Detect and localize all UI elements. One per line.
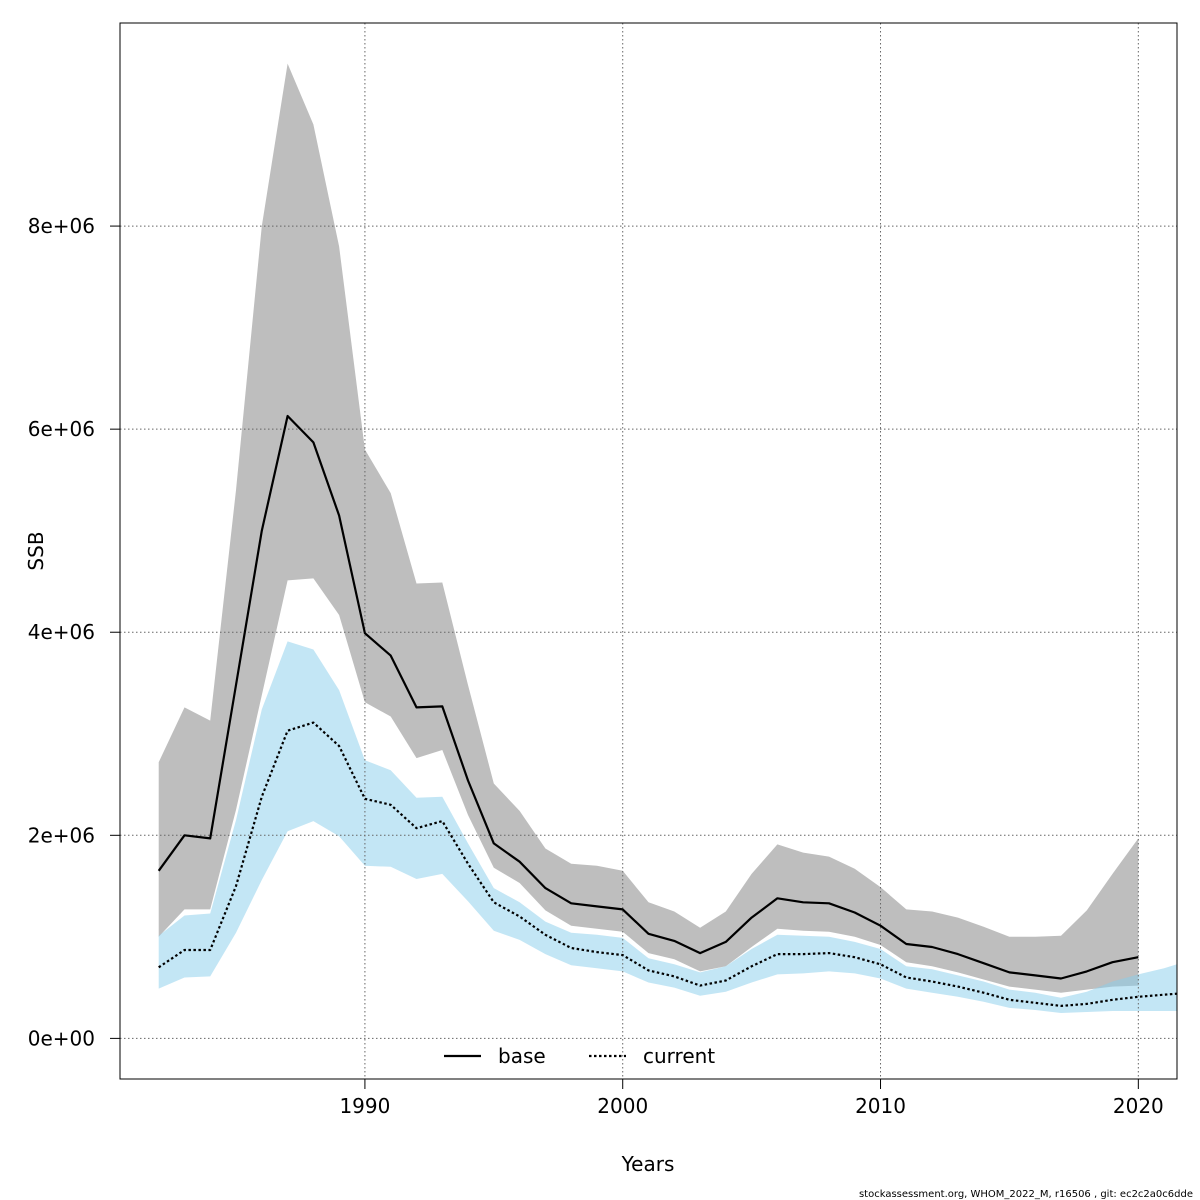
grid-lines xyxy=(120,23,1177,1079)
line-base xyxy=(157,414,1139,980)
y-tick-label: 0e+00 xyxy=(28,1026,95,1050)
y-tick-label: 8e+06 xyxy=(28,214,95,238)
confidence-bands xyxy=(158,63,1177,1013)
legend-label-current: current xyxy=(643,1044,715,1068)
y-tick-label: 4e+06 xyxy=(28,620,95,644)
footer-credit: stockassessment.org, WHOM_2022_M, r16506… xyxy=(859,1189,1193,1200)
y-tick-label: 6e+06 xyxy=(28,417,95,441)
x-axis-title: Years xyxy=(621,1152,675,1176)
x-tick-label: 2020 xyxy=(1113,1094,1164,1118)
legend: base current xyxy=(444,1044,715,1068)
y-tick-label: 2e+06 xyxy=(28,823,95,847)
band-base xyxy=(158,63,1139,993)
plot-frame xyxy=(119,22,1178,1080)
x-tick-label: 1990 xyxy=(339,1094,390,1118)
x-axis: 1990 2000 2010 2020 xyxy=(339,1079,1164,1118)
series-lines xyxy=(157,414,1177,1008)
y-axis-title: SSB xyxy=(24,531,48,570)
legend-label-base: base xyxy=(498,1044,546,1068)
line-current xyxy=(158,721,1177,1008)
x-tick-label: 2010 xyxy=(855,1094,906,1118)
band-current xyxy=(158,641,1177,1013)
y-axis: 0e+00 2e+06 4e+06 6e+06 8e+06 xyxy=(28,214,120,1050)
x-tick-label: 2000 xyxy=(597,1094,648,1118)
